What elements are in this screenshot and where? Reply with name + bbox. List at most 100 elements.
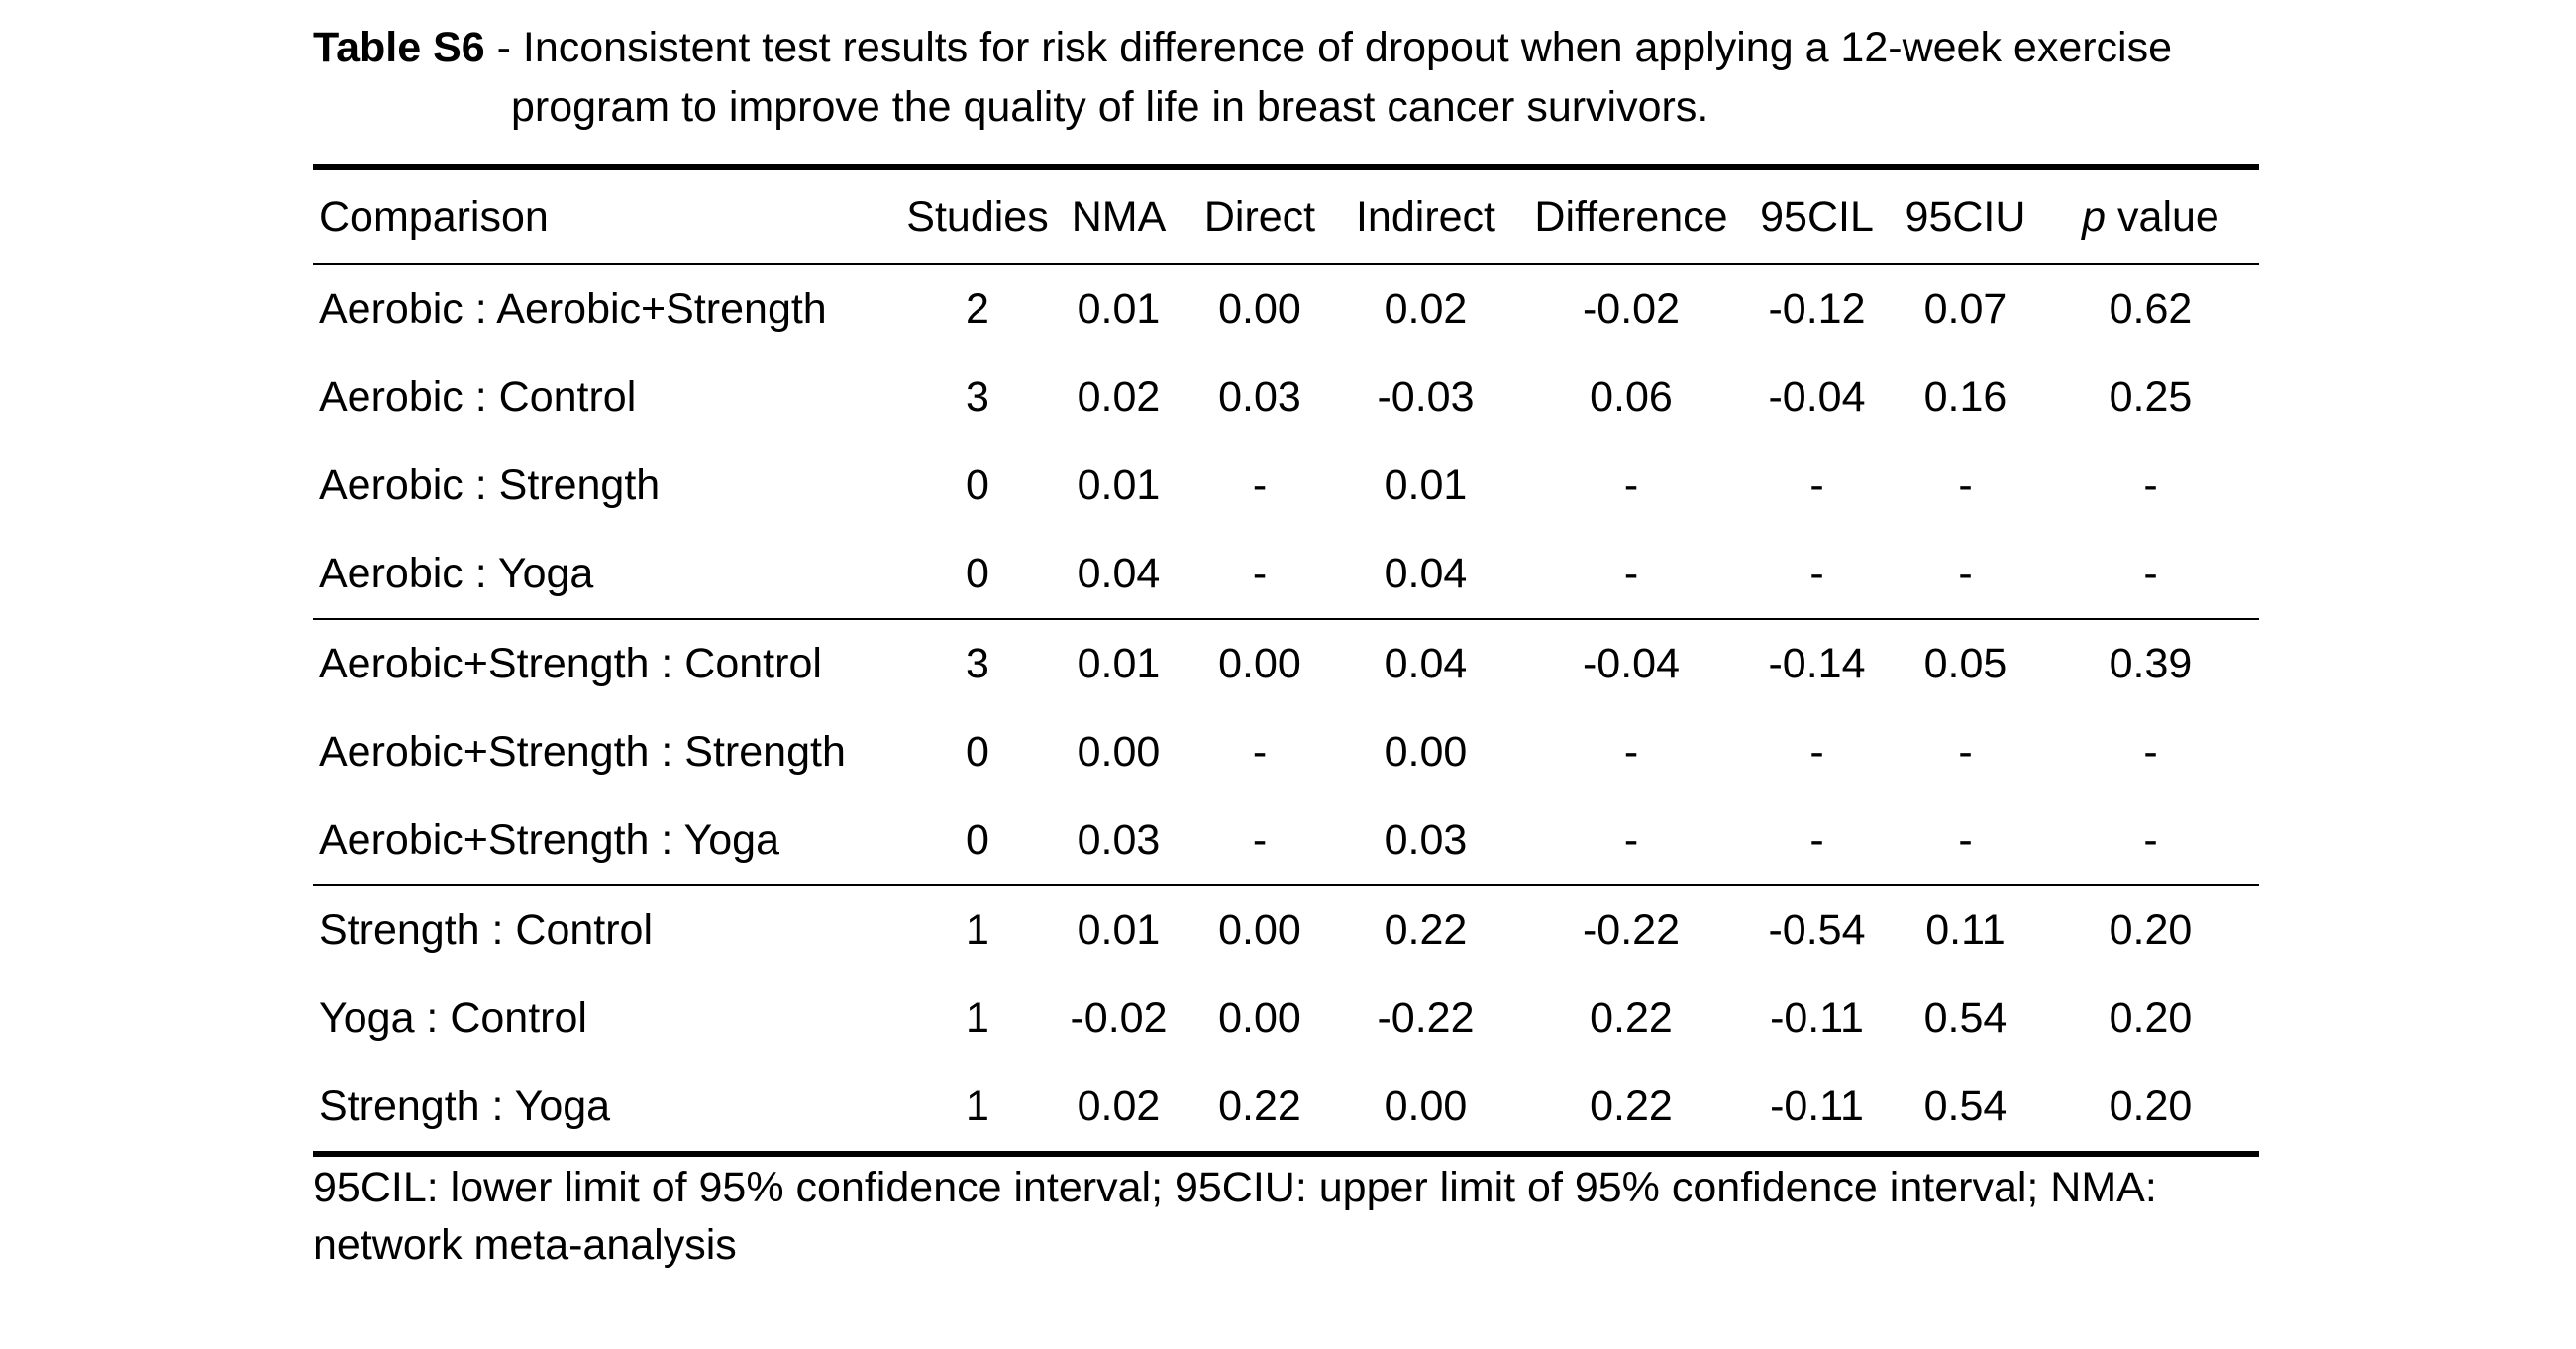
- cell-comparison: Strength : Control: [319, 906, 654, 954]
- cell-direct: 0.00: [1218, 994, 1301, 1042]
- cell-nma: 0.00: [1077, 728, 1161, 776]
- cell-95ciu: -: [1889, 530, 2042, 620]
- cell-difference: 0.22: [1517, 1063, 1745, 1157]
- cell-95ciu: 0.11: [1925, 906, 2006, 954]
- cell-95cil: -0.12: [1768, 285, 1866, 333]
- table-row: Strength : Control 1 0.01 0.00 0.22 -0.2…: [313, 885, 2259, 975]
- table-body: Aerobic : Aerobic+Strength 2 0.01 0.00 0…: [313, 264, 2259, 1157]
- cell-direct: -: [1252, 728, 1268, 776]
- cell-indirect: 0.04: [1384, 640, 1468, 687]
- cell-nma: 0.01: [1077, 640, 1161, 687]
- cell-nma: 0.01: [1077, 285, 1161, 333]
- cell-p-value: -: [2042, 530, 2259, 620]
- cell-comparison: Aerobic : Yoga: [313, 530, 903, 620]
- cell-95ciu: -: [1958, 728, 1973, 776]
- header-95ciu: 95CIU: [1889, 164, 2042, 265]
- cell-comparison: Strength : Yoga: [313, 1063, 903, 1157]
- cell-direct: -: [1185, 530, 1334, 620]
- cell-95cil: -0.04: [1768, 373, 1866, 421]
- cell-direct: 0.22: [1185, 1063, 1334, 1157]
- table-row: Aerobic : Control 3 0.02 0.03 -0.03 0.06…: [313, 354, 2259, 442]
- cell-studies: 1: [966, 906, 989, 954]
- document-page: Table S6 - Inconsistent test results for…: [313, 18, 2259, 1274]
- header-studies: Studies: [903, 164, 1052, 265]
- cell-95cil: -0.11: [1770, 994, 1864, 1042]
- cell-indirect: 0.04: [1334, 530, 1517, 620]
- cell-indirect: 0.02: [1384, 285, 1468, 333]
- cell-comparison: Aerobic+Strength : Yoga: [313, 796, 903, 886]
- cell-difference: -0.02: [1582, 285, 1680, 333]
- table-row: Aerobic : Yoga 0 0.04 - 0.04 - - - -: [313, 530, 2259, 620]
- cell-p-value: 0.20: [2042, 1063, 2259, 1157]
- cell-studies: 3: [966, 640, 989, 687]
- table-container: Comparison Studies NMA Direct Indirect D…: [313, 164, 2259, 1157]
- cell-studies: 0: [966, 462, 989, 509]
- cell-95cil: -: [1809, 728, 1824, 776]
- cell-studies: 0: [903, 796, 1052, 886]
- cell-difference: -: [1517, 530, 1745, 620]
- cell-p-value: -: [2143, 462, 2158, 509]
- table-row: Aerobic : Aerobic+Strength 2 0.01 0.00 0…: [313, 264, 2259, 354]
- header-nma: NMA: [1052, 164, 1185, 265]
- cell-p-value: 0.62: [2109, 285, 2193, 333]
- header-difference: Difference: [1517, 164, 1745, 265]
- cell-difference: 0.06: [1590, 373, 1673, 421]
- cell-indirect: -0.22: [1377, 994, 1475, 1042]
- cell-p-value: -: [2143, 728, 2158, 776]
- cell-nma: 0.01: [1077, 906, 1161, 954]
- cell-95ciu: -: [1958, 462, 1973, 509]
- table-footnote: 95CIL: lower limit of 95% confidence int…: [313, 1164, 2157, 1269]
- caption-text: - Inconsistent test results for risk dif…: [484, 24, 2173, 131]
- cell-studies: 1: [966, 994, 989, 1042]
- cell-comparison: Aerobic : Strength: [319, 462, 661, 509]
- header-indirect: Indirect: [1334, 164, 1517, 265]
- cell-indirect: 0.22: [1384, 906, 1468, 954]
- cell-direct: 0.00: [1218, 640, 1301, 687]
- table-row: Aerobic : Strength 0 0.01 - 0.01 - - - -: [313, 442, 2259, 530]
- cell-95cil: -: [1809, 462, 1824, 509]
- cell-direct: 0.03: [1218, 373, 1301, 421]
- cell-difference: 0.22: [1590, 994, 1673, 1042]
- header-direct: Direct: [1185, 164, 1334, 265]
- cell-indirect: -0.03: [1377, 373, 1475, 421]
- table-label: Table S6: [313, 24, 485, 71]
- cell-difference: -: [1517, 796, 1745, 886]
- table-caption: Table S6 - Inconsistent test results for…: [313, 18, 2259, 137]
- cell-nma: 0.02: [1077, 373, 1161, 421]
- header-p-value: p value: [2042, 164, 2259, 265]
- cell-direct: -: [1252, 462, 1268, 509]
- cell-nma: 0.03: [1052, 796, 1185, 886]
- cell-difference: -: [1623, 728, 1639, 776]
- cell-p-value: 0.20: [2109, 906, 2193, 954]
- cell-95ciu: 0.07: [1923, 285, 2008, 333]
- cell-p-value: 0.25: [2109, 373, 2193, 421]
- cell-difference: -0.22: [1582, 906, 1680, 954]
- cell-95ciu: 0.54: [1923, 994, 2008, 1042]
- cell-nma: 0.04: [1052, 530, 1185, 620]
- cell-comparison: Aerobic : Control: [319, 373, 637, 421]
- cell-comparison: Aerobic : Aerobic+Strength: [319, 285, 827, 333]
- cell-studies: 3: [966, 373, 989, 421]
- cell-difference: -0.04: [1582, 640, 1680, 687]
- cell-nma: -0.02: [1070, 994, 1168, 1042]
- cell-studies: 0: [966, 728, 989, 776]
- header-p-rest: value: [2106, 192, 2219, 241]
- cell-indirect: 0.00: [1334, 1063, 1517, 1157]
- cell-p-value: 0.20: [2109, 994, 2193, 1042]
- cell-difference: -: [1623, 462, 1639, 509]
- cell-indirect: 0.00: [1384, 728, 1468, 776]
- cell-95cil: -0.54: [1768, 906, 1866, 954]
- cell-comparison: Aerobic+Strength : Strength: [319, 728, 846, 776]
- cell-studies: 2: [966, 285, 989, 333]
- cell-95ciu: 0.16: [1923, 373, 2008, 421]
- cell-nma: 0.01: [1077, 462, 1161, 509]
- table-row: Yoga : Control 1 -0.02 0.00 -0.22 0.22 -…: [313, 975, 2259, 1063]
- header-row: Comparison Studies NMA Direct Indirect D…: [313, 164, 2259, 265]
- cell-indirect: 0.03: [1334, 796, 1517, 886]
- cell-direct: 0.00: [1218, 285, 1301, 333]
- cell-95cil: -0.14: [1768, 640, 1866, 687]
- table-row: Aerobic+Strength : Strength 0 0.00 - 0.0…: [313, 708, 2259, 796]
- cell-95cil: -: [1745, 796, 1889, 886]
- cell-95ciu: 0.05: [1923, 640, 2008, 687]
- table-row: Aerobic+Strength : Control 3 0.01 0.00 0…: [313, 619, 2259, 708]
